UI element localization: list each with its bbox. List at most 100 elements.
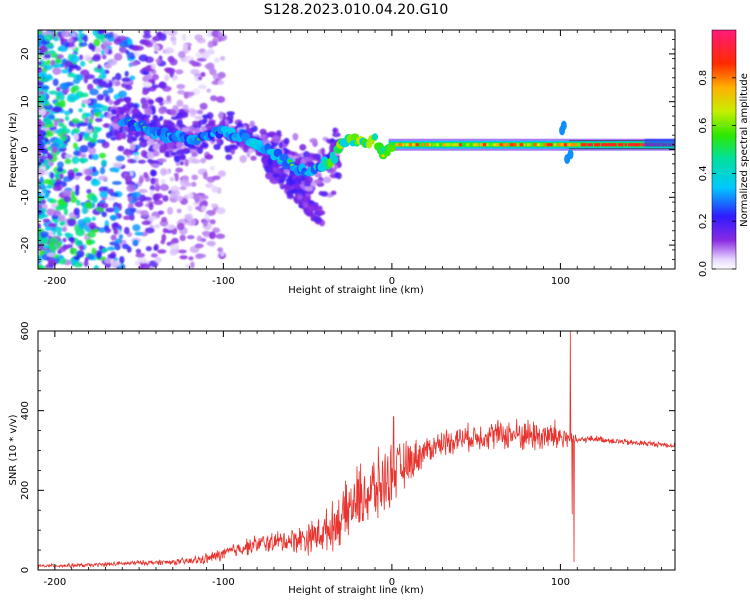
spectrogram-speckle [56,86,61,92]
spectrogram-speckle [42,218,51,223]
ridge-hot-segment [398,143,404,147]
ridge-hot-segment [526,143,531,147]
spectrogram-speckle [190,109,199,115]
spectrogram-speckle [303,200,309,209]
spectrogram-speckle [45,264,50,269]
spectrogram-speckle [150,253,158,258]
spectrogram-speckle [115,132,124,141]
spectrogram-speckle [52,106,63,113]
spectrogram-speckle [84,112,92,118]
spectrogram-speckle [284,185,292,191]
ridge-hot-segment [600,143,606,147]
x-tick-label: -100 [212,577,235,588]
spectrogram-speckle [278,142,283,149]
spectrogram-speckle [171,40,177,46]
x-tick-label: -200 [44,577,67,588]
spectrogram-speckle [267,165,272,172]
ridge-hot-segment [621,143,624,147]
spectrogram-speckle [217,170,226,177]
spectrogram-speckle [270,141,277,148]
colorbar-label: Normalized spectral amplitude [739,73,750,227]
snr-xlabel: Height of straight line (km) [288,585,424,596]
spectrogram-speckle [138,136,145,142]
spectrogram-speckle [62,244,70,250]
spectrogram-speckle [40,85,50,90]
spectrogram-speckle [127,38,133,45]
spectrogram-speckle [181,33,187,42]
spectrogram-speckle [84,117,91,124]
ridge-hot-segment [415,143,421,147]
spectrogram-speckle [45,184,53,189]
spectrogram-speckle [76,199,81,206]
spectrogram-speckle [201,205,207,212]
spectrogram-speckle [192,120,200,126]
spectrogram-speckle [107,188,114,195]
spectrogram-speckle [329,144,334,152]
colorbar: 0.0 0.2 0.4 0.6 0.8 Normalized spectral ampl… [698,29,750,277]
spectrogram-speckle [226,111,235,116]
spectrogram-speckle [124,207,135,216]
ridge-hot-segment [567,143,574,147]
spectrogram-speckle [197,76,203,81]
spectrogram-speckle [176,222,185,231]
ridge-hot-segment [550,143,553,147]
spectrogram-speckle [84,175,92,182]
spectrogram-speckle [250,155,257,161]
spectrogram-speckle [98,245,104,250]
spectrogram-speckle [71,156,80,164]
spectrogram-speckle [51,146,58,154]
spectrogram-speckle [296,194,303,200]
spectrogram-speckle [172,74,178,80]
spectrogram-speckle [133,155,141,161]
spectrogram-speckle [198,84,207,90]
spectrogram-speckle [132,224,141,232]
ridge-hot-segment [594,143,600,147]
spectrogram-speckle [126,133,133,139]
spectrogram-speckle [41,186,47,194]
spectrogram-speckle [57,30,63,38]
spectrogram-speckle [90,224,95,230]
spectrogram-speckle [80,60,86,67]
spectrogram-speckle [59,99,66,108]
spectrogram-speckle [94,104,104,109]
spectrogram-speckle [89,137,98,143]
spectrogram-speckle [187,91,195,96]
spectrogram-speckle [86,231,96,238]
spectrogram-speckle [38,34,44,42]
spectrogram-speckle [89,88,99,96]
spectrogram-speckle [188,256,194,261]
spectrogram-speckle [332,127,338,134]
spectrogram-speckle [83,216,92,224]
spectrogram-speckle [176,99,184,107]
spectrogram-speckle [212,227,221,234]
ridge-bump [567,149,574,160]
spectrogram-speckle [141,39,151,46]
spectrogram-speckle [140,150,148,158]
spectrogram-speckle [56,241,62,249]
ridge-hot-segment [530,143,533,147]
spectrogram-speckle [206,88,211,93]
ridge-bump [560,120,567,131]
spectrogram-speckle [246,148,256,153]
spectrogram-speckle [94,111,101,118]
spectrogram-speckle [138,54,149,62]
spectrogram-speckle [213,57,220,64]
colorbar-tick-label: 0.0 [698,261,709,277]
spectrogram-speckle [283,168,290,174]
spectrogram-speckle [99,113,105,119]
spectrogram-speckle [108,99,114,106]
spectrogram-speckle [96,139,106,144]
spectrogram-speckle [61,151,67,160]
spectrogram-speckle [118,234,124,240]
spectrogram-speckle [115,155,125,162]
spectrogram-speckle [242,144,249,153]
spectrogram-speckle [43,33,53,42]
ridge-hot-segment [418,143,423,147]
spectrogram-speckle [201,231,210,236]
spectrogram-speckle [73,150,81,156]
spectrogram-speckle [195,51,202,59]
spectrogram-speckle [216,207,226,215]
spectrogram-speckle [143,134,151,140]
spectrogram-speckle [100,159,107,167]
